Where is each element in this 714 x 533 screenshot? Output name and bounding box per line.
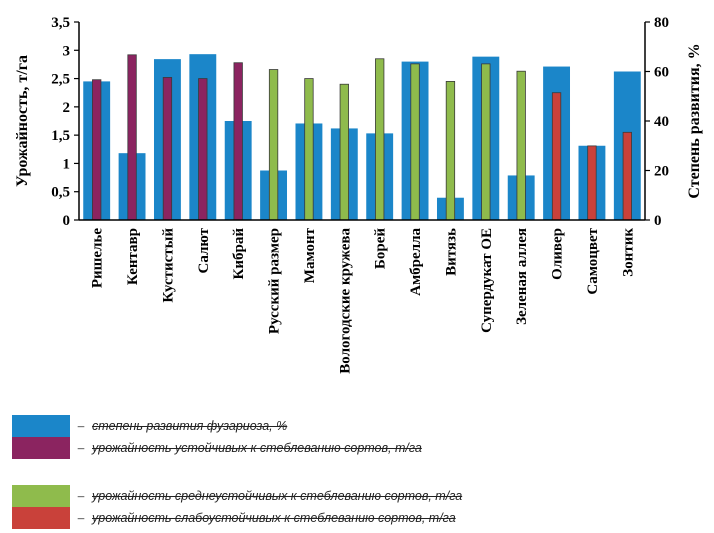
legend-item: – урожайность среднеустойчивых к стеблев… xyxy=(12,485,462,507)
bar-yield-12 xyxy=(481,63,491,221)
left-axis-title: Урожайность, т/га xyxy=(14,55,31,187)
category-label: Супердукат ОЕ xyxy=(479,228,495,333)
category-label: Вологодские кружева xyxy=(337,228,353,374)
right-axis-ticks: 0 20 40 60 80 xyxy=(645,15,669,229)
category-label: Зонтик xyxy=(620,228,636,277)
right-axis-title: Степень развития, % xyxy=(686,43,703,198)
bar-yield-6 xyxy=(268,69,279,221)
category-label: Амбрелла xyxy=(408,228,424,296)
legend-label: степень развития фузариоза, % xyxy=(92,419,288,433)
left-tick-label: 3 xyxy=(63,43,71,59)
bar-yield-9 xyxy=(375,58,385,221)
category-label: Мамонт xyxy=(302,227,318,283)
bar-yield-3 xyxy=(162,77,173,221)
category-label: Салют xyxy=(196,227,212,273)
left-tick-label: 1,5 xyxy=(51,128,70,144)
bar-yield-2 xyxy=(127,54,137,221)
category-label: Русский размер xyxy=(267,228,283,334)
legend-dash: – xyxy=(77,418,85,433)
bar-yield-15 xyxy=(587,145,597,221)
category-label: Самоцвет xyxy=(585,227,601,294)
category-label: Зеленая аллея xyxy=(514,228,530,325)
legend-item: – урожайность устойчивых к стеблеванию с… xyxy=(12,437,422,459)
bar-yield-8 xyxy=(339,83,349,221)
category-labels: Ришелье Кентавр Кустистый Салют Кибрай Русски… xyxy=(90,227,637,373)
yield-bars xyxy=(92,54,632,221)
legend-swatch-resistant xyxy=(12,437,70,459)
chart: 0 0,5 1 1,5 2 2,5 3 3,5 0 20 40 60 80 Ришелье Кентав… xyxy=(14,15,703,374)
legend-item: – степень развития фузариоза, % xyxy=(12,415,287,437)
right-tick-label: 60 xyxy=(654,65,669,81)
category-label: Борей xyxy=(373,228,389,269)
legend-swatch-weak xyxy=(12,507,70,529)
right-tick-label: 40 xyxy=(654,114,669,130)
category-label: Ришелье xyxy=(90,228,106,288)
category-label: Оливер xyxy=(550,228,566,280)
right-tick-label: 20 xyxy=(654,164,669,180)
bar-yield-4 xyxy=(198,78,208,221)
right-tick-label: 80 xyxy=(654,15,669,31)
bar-yield-1 xyxy=(92,79,102,221)
category-label: Кибрай xyxy=(231,228,247,280)
legend-dash: – xyxy=(77,440,85,455)
legend-dash: – xyxy=(77,488,85,503)
bar-yield-10 xyxy=(410,63,420,221)
left-tick-label: 2,5 xyxy=(51,72,70,88)
bar-yield-13 xyxy=(516,70,526,221)
bar-yield-7 xyxy=(304,78,314,221)
legend-label: урожайность устойчивых к стеблеванию сор… xyxy=(92,441,422,455)
legend-dash: – xyxy=(77,510,85,525)
bar-yield-14 xyxy=(551,92,562,221)
category-label: Кустистый xyxy=(160,228,176,303)
legend-item: – урожайность слабоустойчивых к стеблева… xyxy=(12,507,456,529)
bar-yield-5 xyxy=(233,62,243,221)
bar-yield-16 xyxy=(622,131,632,221)
right-tick-label: 0 xyxy=(654,213,662,229)
left-tick-label: 0 xyxy=(63,213,71,229)
bar-yield-11 xyxy=(445,81,456,221)
legend-swatch-disease xyxy=(12,415,70,437)
left-tick-label: 0,5 xyxy=(51,185,70,201)
category-label: Кентавр xyxy=(125,228,141,285)
legend-label: урожайность слабоустойчивых к стеблевани… xyxy=(92,511,456,525)
left-tick-label: 1 xyxy=(63,156,71,172)
left-tick-label: 2 xyxy=(63,100,71,116)
left-axis-ticks: 0 0,5 1 1,5 2 2,5 3 3,5 xyxy=(51,15,79,229)
legend-swatch-medium xyxy=(12,485,70,507)
legend-label: урожайность среднеустойчивых к стеблеван… xyxy=(92,489,463,503)
left-tick-label: 3,5 xyxy=(51,15,70,31)
category-label: Витязь xyxy=(443,228,459,276)
